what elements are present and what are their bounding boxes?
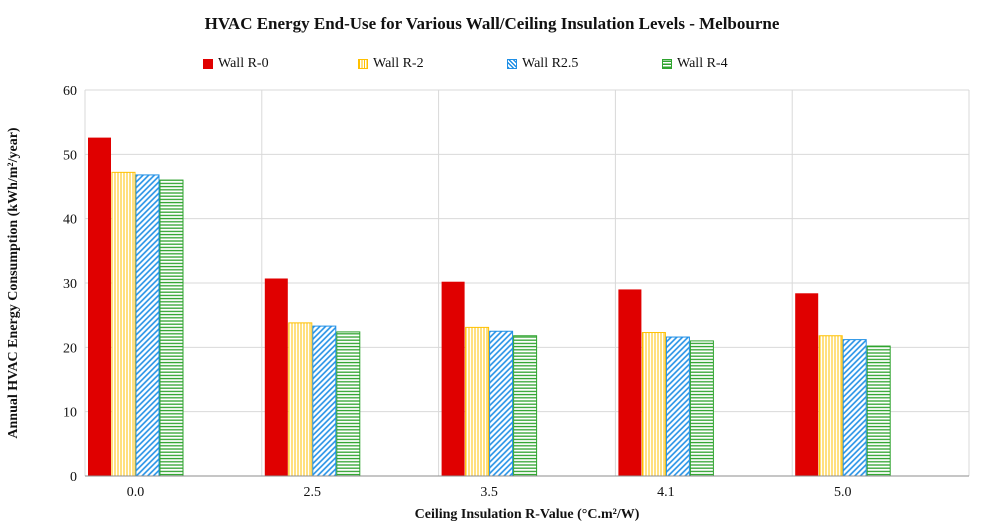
y-tick-label: 30 — [63, 277, 77, 292]
bar-wall-r-4-3-5 — [513, 335, 538, 477]
bar-wall-r-0-0-0 — [88, 137, 111, 476]
legend-swatch-wall-r2 — [358, 59, 368, 69]
x-tick-label: 0.0 — [127, 485, 145, 500]
bar-wall-r-2-4-1 — [641, 332, 666, 477]
legend-label-wall-r4: Wall R-4 — [677, 56, 728, 71]
bar-wall-r-4-0-0 — [159, 179, 184, 477]
bar-wall-r-0-4-1 — [618, 289, 642, 476]
bar-wall-r-0-5-0 — [795, 293, 819, 476]
bar-wall-r-2-3-5 — [465, 326, 490, 477]
y-tick-label: 40 — [63, 213, 77, 228]
x-axis-label: Ceiling Insulation R-Value (°C.m²/W) — [414, 507, 640, 522]
y-tick-label: 60 — [63, 84, 77, 99]
bar-wall-r2-5-0-0 — [135, 174, 160, 477]
bar-wall-r2-5-3-5 — [489, 330, 514, 477]
legend-swatch-wall-r4 — [662, 59, 672, 69]
bar-wall-r2-5-4-1 — [665, 336, 690, 477]
bar-wall-r-4-4-1 — [689, 340, 714, 477]
y-tick-label: 0 — [70, 470, 77, 485]
legend-label-wall-r25: Wall R2.5 — [522, 56, 579, 71]
bar-wall-r2-5-2-5 — [312, 325, 337, 477]
legend-item-wall-r0: Wall R-0 — [203, 56, 269, 72]
legend-swatch-wall-r0 — [203, 59, 213, 69]
y-tick-label: 20 — [63, 341, 77, 356]
legend-item-wall-r2: Wall R-2 — [358, 56, 424, 72]
x-tick-label: 4.1 — [657, 485, 675, 500]
bar-wall-r-4-5-0 — [866, 345, 891, 477]
bar-wall-r-2-0-0 — [111, 171, 136, 477]
bar-wall-r-4-2-5 — [336, 331, 361, 477]
bar-wall-r-2-2-5 — [288, 322, 313, 477]
chart-title: HVAC Energy End-Use for Various Wall/Cei… — [204, 14, 780, 33]
y-tick-label: 50 — [63, 148, 77, 163]
x-tick-label: 3.5 — [480, 485, 498, 500]
bar-wall-r-2-5-0 — [818, 335, 843, 477]
bar-wall-r-0-2-5 — [264, 278, 288, 476]
legend-label-wall-r0: Wall R-0 — [218, 56, 269, 71]
legend-item-wall-r25: Wall R2.5 — [507, 56, 578, 72]
legend: Wall R-0 Wall R-2 Wall R2.5 Wall R-4 — [0, 56, 984, 78]
x-tick-label: 5.0 — [834, 485, 852, 500]
x-tick-label: 2.5 — [304, 485, 322, 500]
legend-swatch-wall-r25 — [507, 59, 517, 69]
legend-label-wall-r2: Wall R-2 — [373, 56, 424, 71]
legend-item-wall-r4: Wall R-4 — [662, 56, 728, 72]
y-tick-label: 10 — [63, 406, 77, 421]
bar-wall-r-0-3-5 — [441, 281, 465, 476]
bar-wall-r2-5-5-0 — [842, 339, 867, 477]
